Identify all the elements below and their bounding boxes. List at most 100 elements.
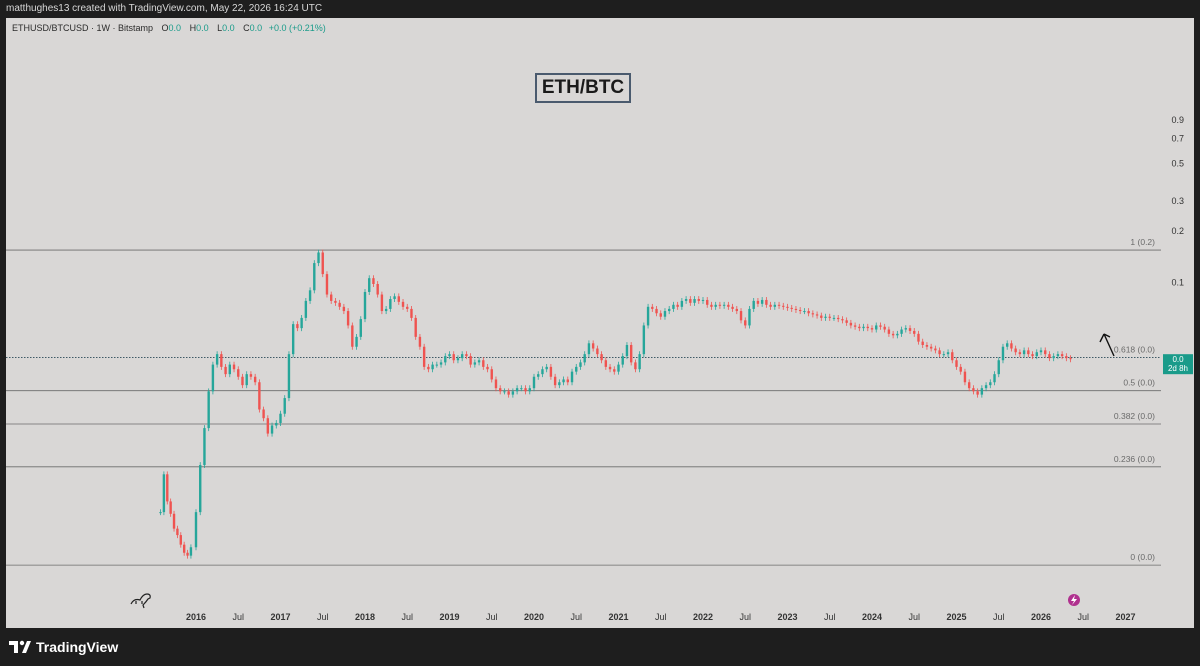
candle-body: [376, 283, 379, 295]
candle-body: [503, 391, 506, 393]
candle-body: [777, 304, 781, 306]
candle-body: [1035, 352, 1038, 357]
candle-body: [384, 308, 388, 312]
candle-body: [275, 422, 278, 426]
candle-body: [448, 354, 451, 357]
candle-body: [253, 376, 257, 383]
candle-body: [706, 299, 709, 305]
candle-body: [262, 409, 265, 419]
candle-body: [655, 308, 658, 314]
candle-body: [494, 379, 498, 389]
candle-body: [934, 348, 937, 351]
candle-body: [832, 317, 836, 319]
candle-body: [845, 320, 848, 323]
price-chart[interactable]: 1 (0.2) 0.618 (0.0) 0.5 (0.0) 0.382 (0.0) 0.…: [6, 18, 1194, 628]
candle-body: [194, 512, 198, 548]
candle-body: [342, 306, 346, 312]
candle-body: [435, 364, 439, 366]
candle-body: [596, 348, 599, 355]
candle-body: [1031, 354, 1034, 357]
candle-body: [537, 374, 540, 377]
x-tick-label: 2025: [946, 612, 966, 622]
candle-body: [976, 391, 979, 395]
candle-body: [300, 317, 303, 329]
candle-body: [410, 308, 413, 318]
candle-body: [617, 364, 620, 372]
candle-body: [853, 325, 857, 327]
candle-body: [900, 329, 903, 334]
candle-body: [841, 319, 844, 321]
x-tick-label: Jul: [486, 612, 498, 622]
candle-body: [363, 291, 367, 320]
candle-body: [710, 304, 713, 307]
candle-body: [765, 299, 768, 305]
open-value: 0.0: [168, 23, 182, 33]
x-tick-label: 2017: [270, 612, 290, 622]
y-tick-label: 0.9: [1171, 115, 1184, 125]
candle-body: [528, 388, 531, 392]
candle-body: [820, 315, 823, 318]
candle-body: [798, 309, 802, 312]
candle-body: [680, 300, 684, 307]
x-tick-label: Jul: [824, 612, 836, 622]
candle-body: [355, 336, 358, 347]
candle-body: [1014, 348, 1017, 353]
x-tick-label: Jul: [232, 612, 244, 622]
candle-body: [870, 328, 874, 330]
candle-body: [591, 343, 595, 349]
tradingview-logo-icon: [9, 640, 31, 653]
candle-body: [249, 374, 253, 377]
candle-body: [186, 552, 189, 556]
candle-body: [431, 364, 434, 370]
candle-body: [524, 388, 527, 392]
candle-body: [1010, 343, 1013, 349]
candle-body: [439, 362, 443, 365]
candle-body: [714, 304, 717, 307]
candle-body: [951, 352, 954, 361]
candle-body: [815, 314, 819, 316]
hand-drawn-arrow-icon: [1099, 333, 1115, 357]
candle-body: [896, 333, 899, 336]
fib-label-4: 0.236 (0.0): [1114, 454, 1155, 464]
candle-body: [570, 371, 574, 383]
candle-body: [634, 362, 637, 370]
x-tick-label: Jul: [908, 612, 920, 622]
candle-body: [397, 296, 400, 302]
dinosaur-icon: [130, 593, 151, 609]
candle-body: [401, 301, 405, 307]
candle-body: [862, 326, 865, 329]
candle-body: [997, 360, 1000, 375]
candle-body: [908, 328, 912, 331]
candle-body: [176, 528, 179, 536]
candle-body: [849, 322, 853, 326]
candle-body: [925, 344, 929, 347]
candle-body: [879, 325, 882, 327]
attribution-text: matthughes13 created with TradingView.co…: [6, 3, 323, 14]
tradingview-brand[interactable]: TradingView: [9, 638, 118, 656]
chart-area[interactable]: 1 (0.2) 0.618 (0.0) 0.5 (0.0) 0.382 (0.0) 0.…: [6, 18, 1194, 628]
candle-body: [346, 311, 350, 326]
candle-body: [452, 354, 455, 361]
candle-body: [752, 300, 755, 309]
candle-body: [166, 474, 169, 502]
x-tick-label: 2019: [439, 612, 459, 622]
candle-body: [748, 308, 751, 326]
time-axis: [6, 604, 1194, 628]
last-price-value: 0.0: [1172, 355, 1184, 364]
candle-body: [287, 354, 291, 399]
candle-body: [1039, 350, 1043, 353]
high-label: H: [189, 23, 197, 33]
candle-body: [338, 302, 341, 307]
candle-body: [993, 374, 996, 383]
candle-body: [824, 316, 827, 318]
candle-body: [422, 346, 426, 367]
candle-body: [270, 425, 274, 434]
candle-body: [883, 326, 886, 330]
candle-body: [604, 360, 608, 367]
candle-body: [663, 311, 667, 317]
candle-body: [807, 311, 810, 314]
chart-title: ETH/BTC: [535, 73, 631, 103]
candle-body: [545, 366, 548, 370]
fib-label-5: 0 (0.0): [1130, 552, 1155, 562]
candle-body: [228, 364, 231, 375]
